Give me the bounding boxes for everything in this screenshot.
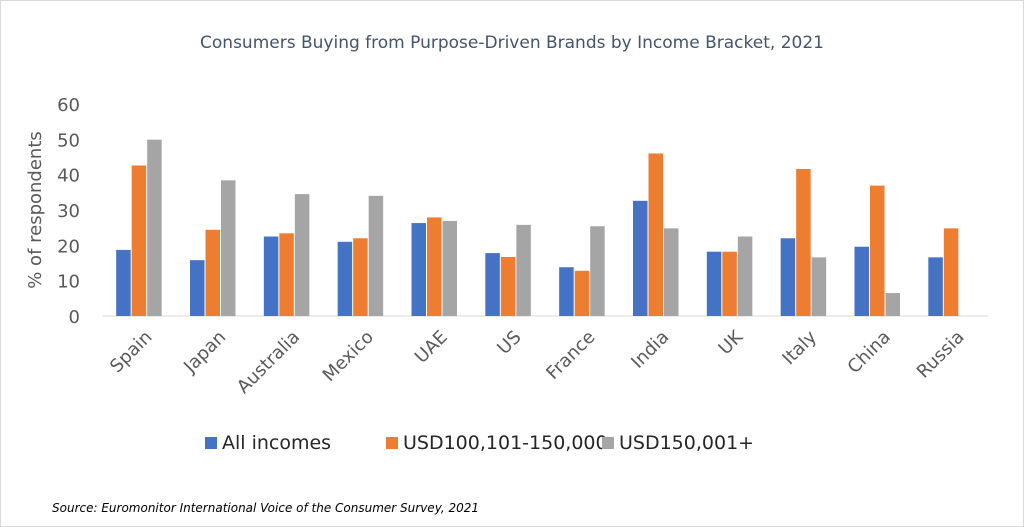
x-tick-label: Australia [233,327,304,398]
y-tick-label: 30 [57,201,80,222]
x-tick-label: France [542,327,599,384]
bar [780,238,796,316]
y-tick-label: 40 [57,166,80,187]
bars [116,139,959,316]
y-tick-label: 20 [57,236,80,257]
y-axis-ticks: 0 10 20 30 40 50 60 [57,95,80,328]
y-tick-label: 50 [57,130,80,151]
bar [885,293,900,316]
bar [427,217,442,316]
chart-title: Consumers Buying from Purpose-Driven Bra… [200,33,824,53]
bar [500,256,516,316]
x-tick-label: UAE [411,327,452,368]
bar [574,270,590,316]
legend-swatch [386,437,398,449]
bar [131,165,147,316]
bar [664,228,679,316]
x-tick-label: China [844,327,895,378]
bar [485,253,500,316]
bar [796,169,811,316]
legend-label: USD100,101-150,000 [403,432,608,454]
x-tick-label: Japan [179,327,230,378]
y-axis-label: % of respondents [25,131,46,289]
bar [648,153,663,316]
x-tick-label: US [493,327,525,359]
bar [737,236,753,316]
legend-swatch [602,437,614,449]
bar [411,223,426,316]
legend-label: USD150,001+ [619,432,754,454]
bar [516,224,531,316]
x-tick-label: UK [715,326,748,359]
x-tick-label: Mexico [319,327,378,386]
bar [870,185,885,316]
y-tick-label: 10 [57,272,80,293]
bar [590,226,605,316]
bar [263,236,279,316]
bar [205,229,220,316]
bar [337,241,353,316]
x-tick-label: India [627,327,673,373]
bar [633,200,648,316]
bar [221,180,236,316]
x-axis-ticks: Spain Japan Australia Mexico UAE US France Indi… [106,326,969,398]
y-tick-label: 0 [69,307,80,328]
bar [928,257,943,316]
bar [559,267,574,316]
x-tick-label: Russia [913,327,969,383]
bar [353,238,368,316]
bar [190,260,205,316]
x-tick-label: Spain [106,327,156,377]
bar [722,251,737,316]
bar [368,195,384,316]
bar [854,246,869,316]
bar [116,249,131,316]
bar [943,228,959,316]
legend-swatch [205,437,217,449]
bar [442,220,457,316]
y-tick-label: 60 [57,95,80,116]
bar [279,233,294,316]
legend: All incomes USD100,101-150,000 USD150,001+ [205,432,754,454]
x-tick-label: Italy [778,326,821,369]
source-note: Source: Euromonitor International Voice … [52,501,479,515]
bar [811,257,827,316]
bar [147,139,162,316]
bar [706,251,722,316]
legend-label: All incomes [222,432,331,454]
bar [294,194,310,316]
